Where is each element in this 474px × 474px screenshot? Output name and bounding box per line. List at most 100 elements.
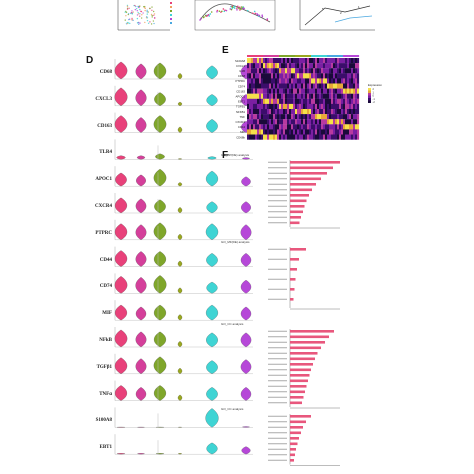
heatmap-cell [251, 129, 254, 135]
heatmap-cell [351, 109, 354, 115]
heatmap-cell [251, 98, 254, 104]
violin-shape [153, 168, 167, 187]
heatmap-cell [337, 83, 340, 89]
heatmap-cell [339, 129, 342, 135]
heatmap-cell [249, 103, 252, 110]
heatmap-cell [297, 63, 300, 69]
heatmap-cell [257, 103, 260, 110]
heatmap-cell [283, 58, 286, 64]
heatmap-cell [319, 88, 322, 94]
heatmap-cell [263, 124, 266, 130]
go-bar [290, 415, 311, 418]
heatmap-cell [303, 73, 306, 79]
heatmap-cell [253, 93, 256, 99]
heatmap-cell [253, 83, 256, 89]
heatmap-cell [325, 58, 328, 64]
heatmap-cell [291, 124, 294, 130]
heatmap-cell [297, 129, 300, 135]
heatmap-cell [357, 83, 360, 89]
heatmap-cell [273, 129, 276, 135]
heatmap-cell [321, 98, 324, 104]
heatmap-cell [303, 93, 306, 99]
heatmap-cell [309, 109, 312, 115]
heatmap-cell [331, 78, 334, 84]
heatmap-group-bar [247, 55, 250, 57]
violin-shape [240, 253, 252, 267]
violin-shape [177, 314, 183, 321]
heatmap-cell [281, 98, 284, 104]
heatmap-cell [271, 93, 274, 99]
heatmap-cell [341, 58, 344, 64]
go-bar [290, 368, 311, 372]
heatmap-cell [289, 78, 292, 84]
violin-shape [177, 260, 183, 267]
heatmap-cell [339, 114, 342, 120]
heatmap-cell [323, 78, 326, 84]
heatmap-group-bar [353, 55, 356, 57]
heatmap-cell [287, 129, 290, 135]
heatmap-cell [285, 134, 288, 140]
heatmap-cell [315, 58, 318, 64]
heatmap-cell [249, 73, 252, 79]
heatmap-cell [263, 73, 266, 79]
heatmap-cell [355, 109, 358, 115]
heatmap-cell [349, 119, 352, 125]
violin-shape [153, 62, 167, 80]
scatter-point [127, 13, 129, 16]
pseudotime-node-label: 1 [358, 5, 360, 9]
heatmap-cell [267, 88, 270, 94]
heatmap-cell [319, 93, 322, 99]
violin-gene-label: CD163 [97, 123, 112, 129]
heatmap-cell [285, 98, 288, 104]
go-bar [290, 442, 298, 446]
go-bar [290, 437, 299, 440]
trajectory-point [221, 10, 223, 13]
heatmap-cell [333, 119, 336, 125]
heatmap-cell [333, 124, 336, 130]
heatmap-cell [353, 83, 356, 89]
top-strip-panels: 5 2 1 [117, 0, 375, 31]
violin-shape [153, 222, 167, 240]
heatmap-cell [279, 109, 282, 115]
violin-shape [135, 89, 147, 106]
heatmap-cell [303, 83, 306, 89]
heatmap-cell [307, 98, 310, 104]
heatmap-cell [257, 134, 260, 140]
pseudotime-line [304, 5, 371, 26]
scatter-point [146, 16, 148, 18]
heatmap-cell [311, 114, 314, 120]
heatmap-cell [261, 58, 264, 64]
heatmap-cell [331, 103, 334, 110]
heatmap-cell [285, 63, 288, 69]
heatmap-cell [313, 109, 316, 115]
heatmap-cell [313, 98, 316, 104]
heatmap-cell [301, 63, 304, 69]
heatmap-cell [277, 119, 280, 125]
heatmap-cell [255, 134, 258, 140]
heatmap-cell [323, 88, 326, 94]
heatmap-cell [291, 58, 294, 64]
heatmap-cell [319, 63, 322, 69]
heatmap-cell [251, 88, 254, 94]
heatmap-cell [351, 88, 354, 94]
heatmap-cell [349, 103, 352, 110]
heatmap-cell [307, 58, 310, 64]
heatmap-cell [301, 134, 304, 140]
heatmap-group-bar [249, 55, 252, 57]
violin-shape [135, 198, 147, 214]
heatmap-cell [325, 119, 328, 125]
panel-e-label: E [222, 45, 229, 56]
heatmap-cell [289, 98, 292, 104]
heatmap-cell [281, 103, 284, 110]
heatmap-group-bar [339, 55, 342, 57]
heatmap-cell [299, 63, 302, 69]
heatmap-cell [315, 98, 318, 104]
heatmap-cell [343, 103, 346, 110]
violin-shape [114, 223, 128, 240]
heatmap-cell [341, 93, 344, 99]
heatmap-cell [321, 134, 324, 140]
heatmap-gene-label: APOC1 [236, 95, 246, 99]
heatmap-cell [313, 73, 316, 79]
trajectory-point [216, 11, 218, 13]
heatmap-cell [267, 83, 270, 89]
